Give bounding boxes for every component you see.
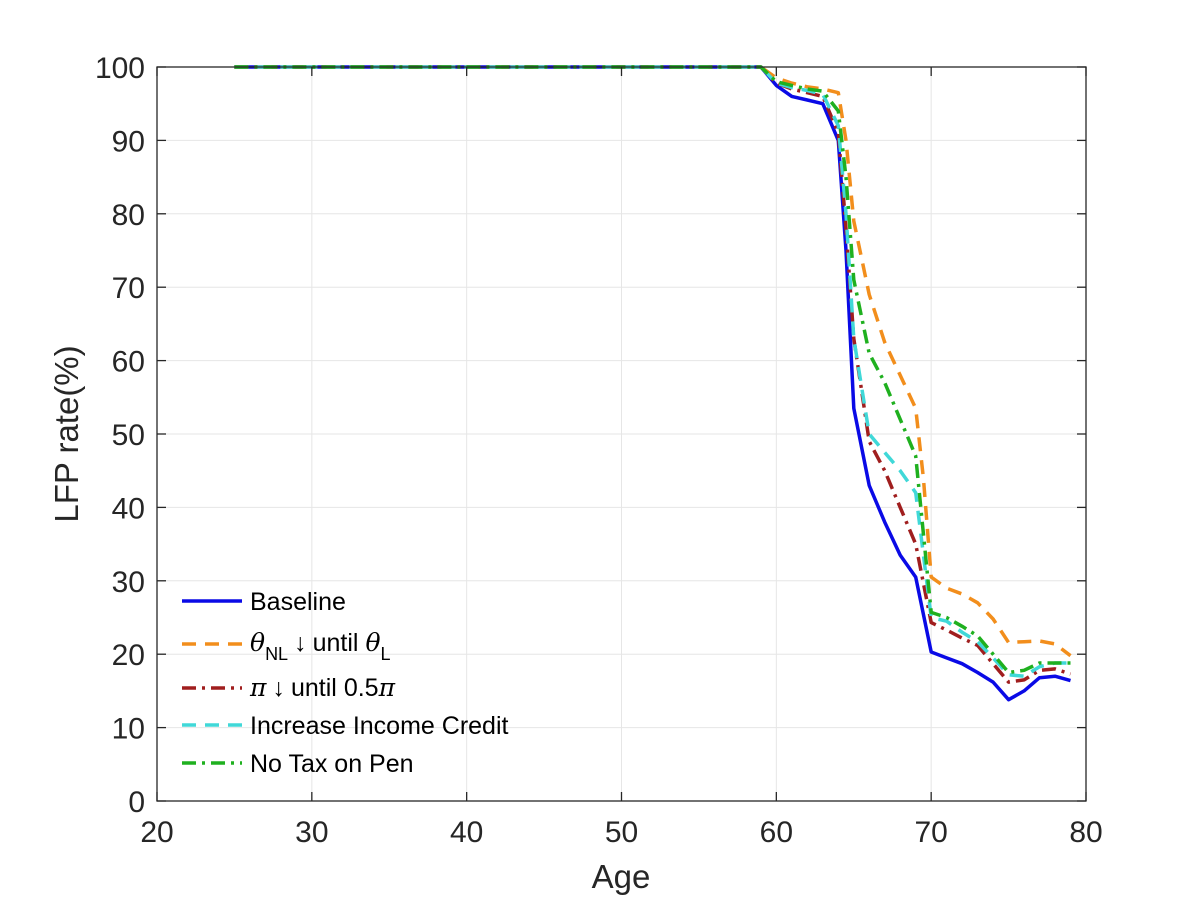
x-tick-label: 20: [140, 816, 173, 849]
legend-label-pi: π ↓ until 0.5π: [249, 673, 396, 702]
theta-symbol-2: θ: [365, 628, 380, 657]
y-tick-label: 100: [95, 52, 145, 85]
legend-label-notax: No Tax on Pen: [250, 750, 414, 778]
series-line-notax: [234, 65, 1071, 675]
theta-nl-subscript: NL: [265, 644, 288, 664]
series-line-baseline: [234, 65, 1071, 702]
legend-label-theta: θNL ↓ until θL: [250, 628, 391, 664]
until-text: until: [313, 629, 359, 657]
y-tick-label: 90: [112, 125, 145, 158]
down-arrow-2: ↓: [272, 674, 285, 702]
y-tick-label: 60: [112, 346, 145, 379]
x-axis-label: Age: [592, 858, 651, 895]
legend-label-income: Increase Income Credit: [250, 712, 509, 740]
tick-labels: 20 30 40 50 60 70 80 0 10 20 30 40 50 60 70 80 90 100: [95, 52, 1103, 849]
x-tick-label: 60: [760, 816, 793, 849]
legend: Baseline θNL ↓ until θL π ↓ until 0.5π Increas…: [182, 588, 509, 778]
x-tick-label: 50: [605, 816, 638, 849]
series-line-income: [234, 65, 1071, 678]
x-tick-label: 30: [295, 816, 328, 849]
theta-l-subscript: L: [381, 644, 391, 664]
x-tick-label: 80: [1069, 816, 1102, 849]
pi-symbol-2: π: [378, 673, 396, 702]
y-tick-label: 80: [112, 199, 145, 232]
y-tick-label: 40: [112, 492, 145, 525]
down-arrow: ↓: [294, 629, 307, 657]
y-tick-label: 70: [112, 272, 145, 305]
theta-symbol: θ: [250, 628, 265, 657]
axis-ticks: [156, 66, 1087, 802]
until-text-2: until: [291, 674, 337, 702]
y-axis-label: LFP rate(%): [48, 345, 85, 522]
y-tick-label: 0: [128, 786, 145, 819]
y-tick-label: 30: [112, 566, 145, 599]
y-tick-label: 50: [112, 419, 145, 452]
legend-label-baseline: Baseline: [250, 588, 346, 616]
series-line-theta: [234, 65, 1072, 658]
x-tick-label: 40: [450, 816, 483, 849]
series-layer: [234, 65, 1072, 702]
pi-factor: 0.5: [344, 674, 379, 702]
x-tick-label: 70: [914, 816, 947, 849]
series-line-pi: [234, 65, 1072, 684]
pi-symbol: π: [249, 673, 267, 702]
y-tick-label: 10: [112, 713, 145, 746]
y-tick-label: 20: [112, 639, 145, 672]
